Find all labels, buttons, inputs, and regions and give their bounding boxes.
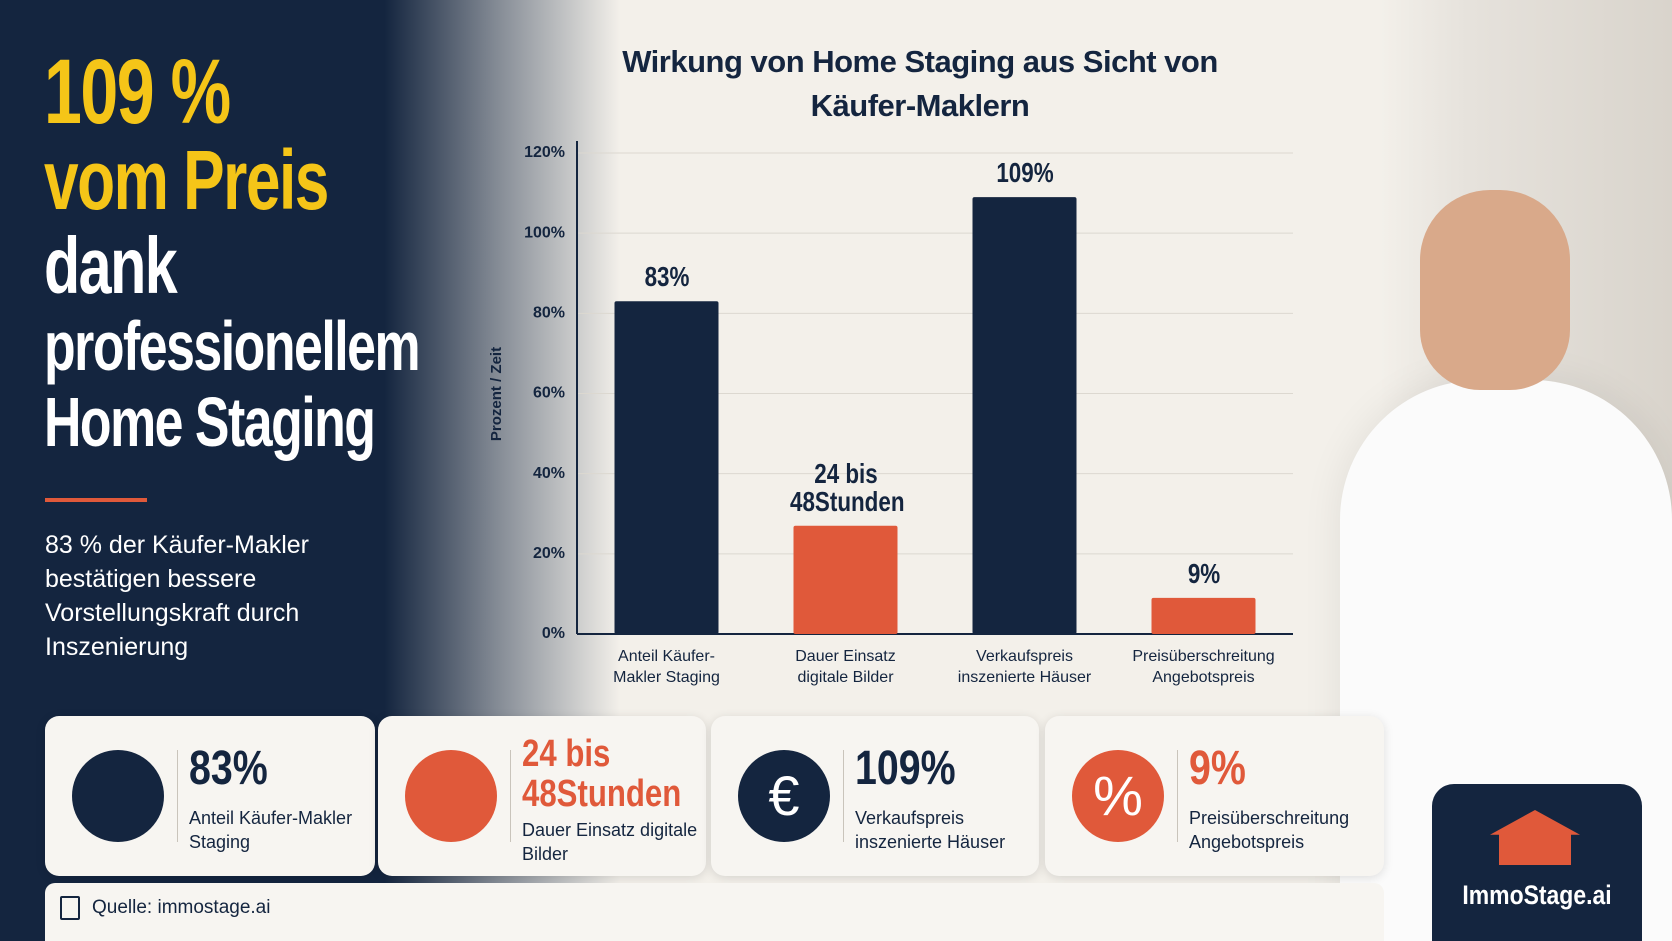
card-icon bbox=[405, 750, 497, 842]
headline-line: professionellem bbox=[44, 307, 421, 385]
x-tick-label: Preisüberschreitung Angebotspreis bbox=[1132, 648, 1275, 686]
source-icon bbox=[60, 896, 80, 920]
card-value: 83% bbox=[189, 742, 268, 795]
card-label: Dauer Einsatz digitale Bilder bbox=[522, 820, 698, 864]
stat-card: 24 bis 48Stunden Dauer Einsatz digitale B… bbox=[378, 716, 706, 876]
headline: 109 % vom Preis dank professionellem Home St… bbox=[44, 41, 458, 461]
card-value: 109% bbox=[855, 742, 956, 795]
bar bbox=[1151, 597, 1256, 634]
logo-text: ImmoStage.ai bbox=[1462, 880, 1612, 910]
x-tick-label: Verkaufspreis inszenierte Häuser bbox=[957, 648, 1092, 686]
y-tick-label: 20% bbox=[533, 545, 565, 562]
headline-line: dank bbox=[44, 221, 178, 310]
card-divider bbox=[510, 750, 511, 842]
x-tick-label: Dauer Einsatz digitale Bilder bbox=[795, 648, 896, 686]
bar bbox=[972, 197, 1077, 634]
card-label: Anteil Käufer-Makler Staging bbox=[189, 808, 353, 852]
stat-card: % 9% Preisüberschreitung Angebotspreis bbox=[1045, 716, 1384, 876]
y-tick-label: 40% bbox=[533, 465, 565, 482]
description: 83 % der Käufer-Makler bestätigen besser… bbox=[45, 531, 310, 661]
headline-highlight: 109 % bbox=[44, 41, 231, 143]
stat-card: 83% Anteil Käufer-Makler Staging bbox=[45, 716, 375, 876]
card-divider bbox=[843, 750, 844, 842]
source: Quelle: immostage.ai bbox=[92, 897, 271, 918]
y-tick-label: 60% bbox=[533, 385, 565, 402]
divider bbox=[45, 498, 147, 502]
y-tick-label: 0% bbox=[542, 625, 565, 642]
y-tick-label: 80% bbox=[533, 305, 565, 322]
card-icon: € bbox=[738, 750, 830, 842]
headline-line: Home Staging bbox=[44, 383, 376, 461]
value-label: 24 bis 48Stunden bbox=[789, 457, 905, 517]
y-tick-label: 120% bbox=[524, 144, 565, 161]
source-bar bbox=[45, 883, 1384, 941]
stat-card: €109% Verkaufspreis inszenierte Häuser bbox=[711, 716, 1039, 876]
value-label: 83% bbox=[644, 261, 689, 293]
card-icon: % bbox=[1072, 750, 1164, 842]
chart-title: Wirkung von Home Staging aus Sicht von K… bbox=[622, 44, 1218, 123]
person-head bbox=[1420, 190, 1570, 390]
bar bbox=[614, 301, 719, 634]
card-value: 24 bis 48Stunden bbox=[522, 733, 682, 815]
card-divider bbox=[1177, 750, 1178, 842]
card-icon bbox=[72, 750, 164, 842]
value-label: 109% bbox=[995, 157, 1054, 189]
card-divider bbox=[177, 750, 178, 842]
value-label: 9% bbox=[1187, 557, 1220, 589]
card-label: Preisüberschreitung Angebotspreis bbox=[1189, 808, 1350, 852]
card-label: Verkaufspreis inszenierte Häuser bbox=[855, 808, 1006, 852]
card-value: 9% bbox=[1189, 742, 1246, 795]
y-axis-label: Prozent / Zeit bbox=[488, 347, 505, 441]
x-tick-label: Anteil Käufer-Makler Staging bbox=[613, 648, 720, 686]
headline-highlight: vom Preis bbox=[44, 133, 329, 227]
bar bbox=[793, 525, 898, 634]
y-tick-label: 100% bbox=[524, 224, 565, 241]
